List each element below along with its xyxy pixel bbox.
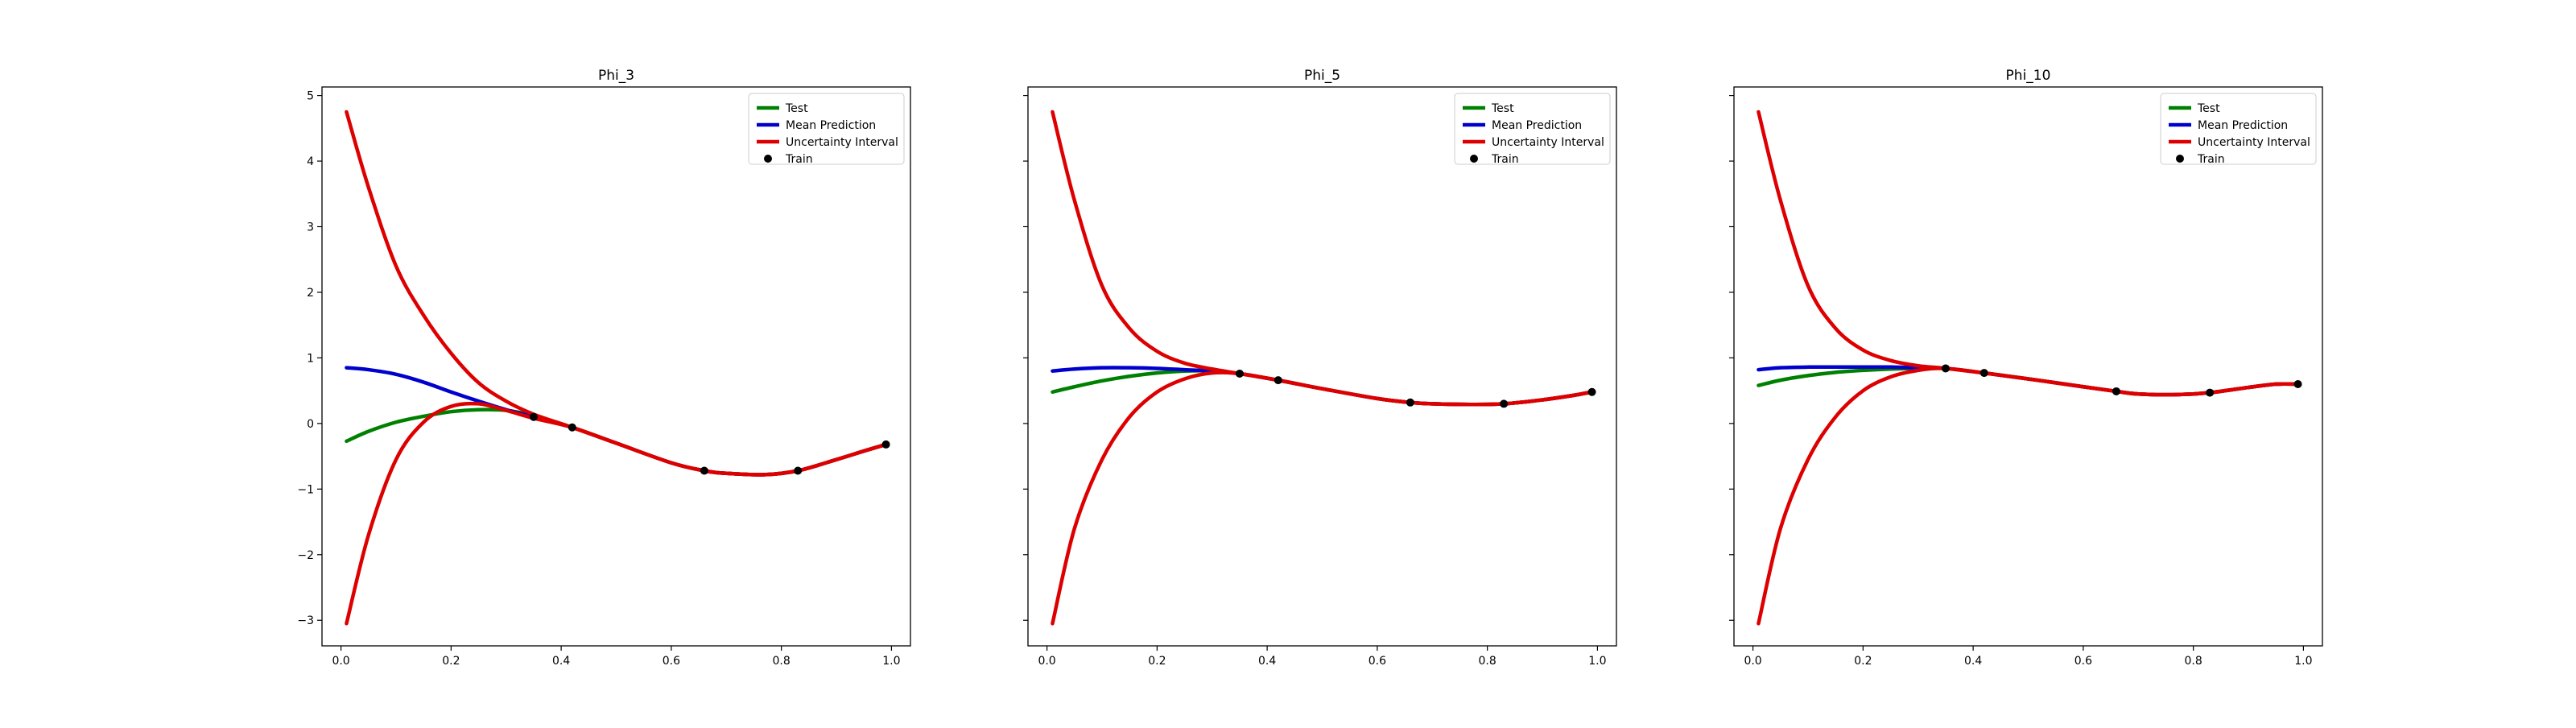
- subplot-3: Phi_10 0.0 0.2 0.4 0.6 0.8 1.0 Test Mean Predict…: [1729, 68, 2323, 668]
- legend-swatch-train: [1470, 155, 1478, 163]
- train-point: [529, 412, 538, 421]
- legend-label-mean-prediction: Mean Prediction: [786, 119, 876, 132]
- series-uncertainty-lower-line: [1051, 370, 1594, 626]
- x-tick-label: 0.8: [2185, 655, 2202, 668]
- legend-label-mean-prediction: Mean Prediction: [2198, 119, 2288, 132]
- series-uncertainty-lower-line: [345, 401, 888, 626]
- x-tick-label: 0.2: [442, 655, 460, 668]
- legend-box: [1454, 93, 1611, 165]
- x-tick-label: 0.2: [1854, 655, 1872, 668]
- y-tick-label: 0: [307, 418, 314, 431]
- x-tick-label: 0.6: [1368, 655, 1386, 668]
- x-tick-label: 0.4: [1258, 655, 1276, 668]
- x-tick-label: 1.0: [882, 655, 900, 668]
- legend-swatch-train: [764, 155, 772, 163]
- subplot-2: Phi_5 0.0 0.2 0.4 0.6 0.8 1.0 Test Mean Predicti…: [1023, 68, 1617, 668]
- y-tick-label: −2: [297, 549, 314, 562]
- subplot-1: Phi_3 0.0 0.2 0.4 0.6 0.8 1.0 −3 −2 −1 0 1 2 3 4 5 Test M…: [297, 68, 911, 668]
- train-point: [700, 466, 708, 475]
- x-tick-label: 1.0: [2294, 655, 2312, 668]
- legend-label-uncertainty-interval: Uncertainty Interval: [1492, 136, 1604, 149]
- y-tick-label: 4: [307, 155, 314, 168]
- train-point: [1500, 399, 1509, 408]
- x-tick-label: 0.8: [1479, 655, 1496, 668]
- plot-title: Phi_10: [2006, 68, 2051, 84]
- train-point: [2112, 387, 2120, 395]
- series-mean-prediction-line: [345, 366, 888, 477]
- x-tick-label: 0.4: [1964, 655, 1982, 668]
- legend-label-train: Train: [2197, 153, 2225, 166]
- x-tick-label: 0.6: [663, 655, 680, 668]
- y-tick-label: −3: [297, 614, 314, 627]
- x-tick-label: 0.2: [1148, 655, 1166, 668]
- x-tick-label: 0.0: [332, 655, 349, 668]
- plot-title: Phi_3: [598, 68, 634, 84]
- train-point: [881, 440, 890, 449]
- y-tick-label: 3: [307, 221, 314, 234]
- legend-box: [2160, 93, 2317, 165]
- legend-label-test: Test: [2197, 102, 2220, 115]
- plot-area: [345, 110, 890, 626]
- plot-title: Phi_5: [1304, 68, 1340, 84]
- legend-label-mean-prediction: Mean Prediction: [1492, 119, 1582, 132]
- legend: Test Mean Prediction Uncertainty Interval T…: [2160, 93, 2317, 166]
- x-tick-label: 0.0: [1038, 655, 1055, 668]
- axes-frame: [321, 86, 911, 647]
- x-tick-label: 0.4: [552, 655, 570, 668]
- legend-label-train: Train: [785, 153, 813, 166]
- train-point: [1979, 369, 1988, 378]
- legend-label-uncertainty-interval: Uncertainty Interval: [2198, 136, 2310, 149]
- train-point: [1274, 376, 1282, 385]
- axes-frame: [1027, 86, 1617, 647]
- y-tick-label: 5: [307, 90, 314, 103]
- legend-box: [748, 93, 905, 165]
- train-point: [568, 423, 576, 432]
- y-tick-label: −1: [297, 483, 314, 496]
- train-point: [794, 466, 803, 475]
- legend: Test Mean Prediction Uncertainty Interval T…: [748, 93, 905, 166]
- y-tick-label: 2: [307, 287, 314, 300]
- x-tick-label: 0.8: [773, 655, 791, 668]
- train-point: [1587, 387, 1596, 396]
- legend-swatch-train: [2176, 155, 2184, 163]
- axes-frame: [1733, 86, 2323, 647]
- legend-label-test: Test: [1491, 102, 1514, 115]
- x-tick-label: 0.0: [1744, 655, 1761, 668]
- train-point: [2293, 379, 2302, 388]
- series-mean-prediction-line: [1051, 366, 1594, 407]
- train-point: [1406, 398, 1414, 407]
- train-point: [1235, 369, 1244, 378]
- train-point: [2206, 388, 2215, 397]
- legend: Test Mean Prediction Uncertainty Interval T…: [1454, 93, 1611, 166]
- legend-label-uncertainty-interval: Uncertainty Interval: [786, 136, 898, 149]
- plot-area: [1757, 110, 2302, 626]
- series-uncertainty-lower-line: [1757, 366, 2300, 626]
- legend-label-train: Train: [1491, 153, 1519, 166]
- x-tick-label: 1.0: [1588, 655, 1606, 668]
- train-point: [1941, 364, 1950, 373]
- y-tick-label: 1: [307, 352, 314, 365]
- legend-label-test: Test: [785, 102, 808, 115]
- plot-area: [1051, 110, 1596, 626]
- x-tick-label: 0.6: [2074, 655, 2092, 668]
